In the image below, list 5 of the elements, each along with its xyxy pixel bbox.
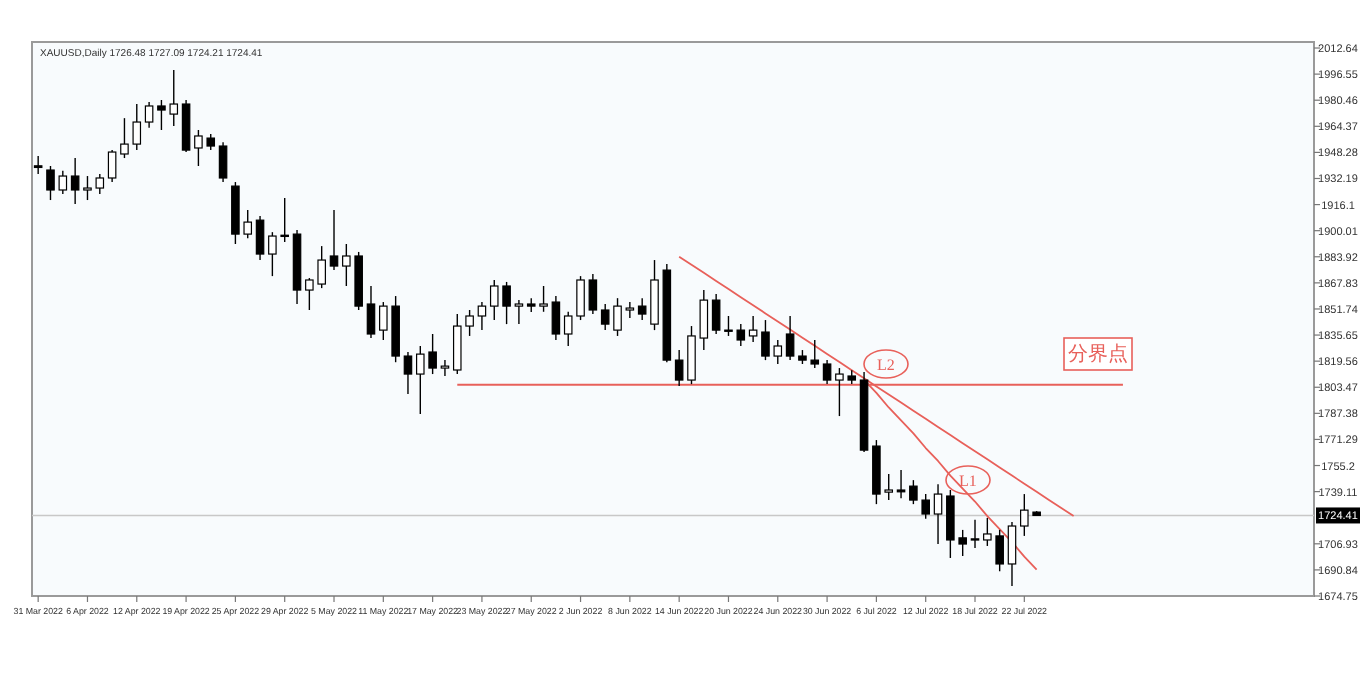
annotation: L2	[877, 356, 895, 374]
annotation: 分界点	[1063, 337, 1133, 371]
annotation: L1	[959, 472, 977, 490]
annotation: L1	[945, 465, 991, 495]
annotation: L2	[863, 349, 909, 379]
